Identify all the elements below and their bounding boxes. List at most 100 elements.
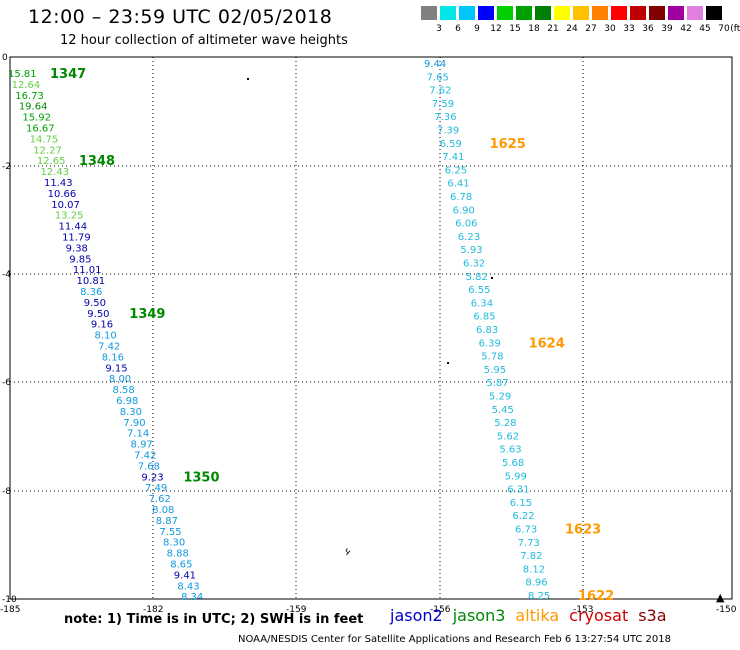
- colorbar-label: 33: [623, 24, 635, 34]
- time-label: 1625: [490, 137, 526, 152]
- swh-value: 15.92: [22, 113, 51, 124]
- y-tick-label: 0: [2, 53, 8, 63]
- colorbar-label: 24: [566, 24, 578, 34]
- colorbar-swatch: [649, 6, 665, 20]
- track-1: 15.8112.6416.7319.6415.9216.6714.7512.27…: [8, 67, 220, 603]
- swh-value: 8.30: [120, 407, 142, 418]
- track-2: 9.44 7.65 7.62 7.59 7.36 7.39 6.59 7.41 6.25 6.41…: [424, 59, 614, 604]
- map-title: 12:00 – 23:59 UTC 02/05/2018: [28, 6, 333, 28]
- swh-value: 5.78: [481, 352, 503, 363]
- swh-value: 7.49: [145, 483, 167, 494]
- swh-value: 7.55: [159, 527, 181, 538]
- colorbar-label: 27: [585, 24, 597, 34]
- spot-mark: [491, 277, 493, 279]
- time-label: 1347: [50, 67, 86, 82]
- swh-value: 5.82: [466, 272, 488, 283]
- swh-value: 7.39: [437, 126, 459, 137]
- colorbar-label: 18: [528, 24, 540, 34]
- x-tick-label: -150: [716, 605, 737, 615]
- colorbar-swatch: [478, 6, 494, 20]
- swh-value: 5.62: [497, 431, 519, 442]
- swh-value: 6.78: [450, 192, 472, 203]
- swh-value: 6.06: [455, 219, 477, 230]
- swh-value: 8.88: [167, 549, 189, 560]
- time-label: 1622: [578, 589, 614, 604]
- swh-value: 7.82: [520, 551, 542, 562]
- x-tick-label: -182: [143, 605, 163, 615]
- swh-value: 9.23: [141, 472, 163, 483]
- swh-value: 7.68: [138, 461, 160, 472]
- swh-value: 8.08: [152, 505, 174, 516]
- x-tick-label: -159: [286, 605, 307, 615]
- x-tick-label: -185: [0, 605, 20, 615]
- colorbar-swatch: [554, 6, 570, 20]
- y-tick-label: -8: [2, 487, 11, 497]
- swh-value: 6.31: [507, 485, 529, 496]
- swh-value: 11.01: [73, 265, 102, 276]
- colorbar-swatch: [592, 6, 608, 20]
- swh-value: 6.23: [458, 232, 480, 243]
- swh-value: 6.73: [515, 525, 537, 536]
- swh-value: 15.81: [8, 69, 37, 80]
- colorbar-label: 45: [699, 24, 711, 34]
- spot-mark: [247, 78, 249, 80]
- colorbar-label: 21: [547, 24, 559, 34]
- swh-value: 10.81: [76, 276, 105, 287]
- swh-value: 9.44: [424, 59, 446, 70]
- swh-value: 5.63: [499, 445, 521, 456]
- swh-value: 11.43: [44, 178, 73, 189]
- colorbar-label: 9: [474, 24, 480, 34]
- swh-value: 7.59: [432, 99, 454, 110]
- y-tick-label: -4: [2, 270, 11, 280]
- swh-value: 6.90: [453, 205, 475, 216]
- colorbar-swatch: [497, 6, 513, 20]
- spot-mark: ч: [341, 546, 353, 558]
- colorbar-swatch: [535, 6, 551, 20]
- swh-value: 8.87: [156, 516, 178, 527]
- swh-value: 7.41: [442, 152, 464, 163]
- swh-value: 5.29: [489, 392, 511, 403]
- legend-altika: altika: [515, 606, 560, 625]
- swh-value: 6.98: [116, 396, 138, 407]
- swh-value: 6.83: [476, 325, 498, 336]
- swh-value: 19.64: [19, 102, 48, 113]
- swh-value: 7.62: [149, 494, 171, 505]
- swh-value: 10.66: [48, 189, 77, 200]
- swh-value: 7.73: [518, 538, 540, 549]
- swh-value: 10.07: [51, 200, 80, 211]
- grid-lines: [10, 57, 732, 599]
- swh-value: 6.41: [447, 179, 469, 190]
- swh-value: 7.42: [134, 451, 156, 462]
- colorbar-unit: (ft): [730, 24, 740, 34]
- colorbar-swatch: [440, 6, 456, 20]
- map-subtitle: 12 hour collection of altimeter wave hei…: [60, 33, 348, 48]
- legend-jason2: jason2: [390, 606, 443, 625]
- colorbar-label: 12: [490, 24, 502, 34]
- swh-value: 16.73: [15, 91, 44, 102]
- swh-value: 11.44: [58, 222, 87, 233]
- time-label: 1349: [129, 307, 165, 322]
- swh-value: 12.65: [37, 156, 66, 167]
- time-label: 1624: [529, 336, 565, 351]
- swh-value: 8.65: [170, 560, 192, 571]
- swh-value: 8.16: [102, 352, 124, 363]
- swh-value: 6.39: [479, 338, 501, 349]
- swh-value: 8.96: [525, 578, 547, 589]
- swh-value: 8.58: [113, 385, 135, 396]
- colorbar-swatch: [516, 6, 532, 20]
- swh-value: 6.59: [440, 139, 462, 150]
- swh-value: 6.32: [463, 259, 485, 270]
- colorbar-label: 36: [642, 24, 654, 34]
- swh-value: 6.55: [468, 285, 490, 296]
- swh-value: 12.43: [40, 167, 69, 178]
- swh-value: 14.75: [30, 134, 59, 145]
- swh-value: 6.22: [512, 511, 534, 522]
- swh-value: 8.43: [177, 581, 199, 592]
- x-tick-label: -156: [430, 605, 451, 615]
- swh-value: 6.15: [510, 498, 532, 509]
- swh-value: 6.25: [445, 165, 467, 176]
- swh-value: 7.65: [427, 72, 449, 83]
- swh-value: 5.68: [502, 458, 524, 469]
- colorbar-swatch: [687, 6, 703, 20]
- colorbar-swatch: [630, 6, 646, 20]
